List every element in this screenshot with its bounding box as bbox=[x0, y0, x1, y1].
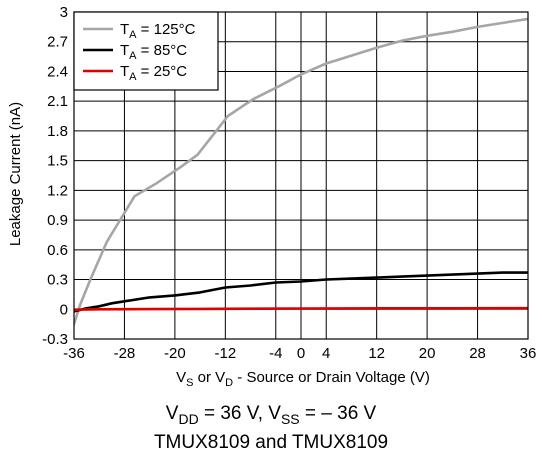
y-tick-label: 0 bbox=[60, 301, 68, 318]
y-tick-label: -0.3 bbox=[42, 331, 68, 348]
plot-border bbox=[73, 11, 529, 340]
series-group bbox=[74, 17, 528, 328]
x-axis-label: VS or VD - Source or Drain Voltage (V) bbox=[176, 369, 430, 389]
y-tick-label: 1.2 bbox=[47, 182, 68, 199]
caption-device-names: TMUX8109 and TMUX8109 bbox=[153, 432, 389, 453]
x-tick-label: 0 bbox=[297, 345, 305, 362]
y-tick-label: 2.1 bbox=[47, 93, 68, 110]
y-axis-label: Leakage Current (nA) bbox=[7, 102, 24, 246]
x-tick-label: -20 bbox=[164, 345, 186, 362]
x-tick-label: 4 bbox=[322, 345, 330, 362]
y-tick-label: 2.4 bbox=[47, 63, 68, 80]
plot-frame bbox=[73, 11, 529, 340]
series-line-85CC bbox=[74, 271, 528, 313]
y-axis-ticks: -0.3 0 0.3 0.6 0.9 1.2 1.5 1.8 2.1 2.4 2.7 3 bbox=[42, 4, 68, 348]
legend: TA = 125°CTA = 85°CTA = 25°C bbox=[73, 11, 219, 91]
y-tick-label: 3 bbox=[60, 4, 68, 21]
y-tick-label: 0.3 bbox=[47, 272, 68, 289]
y-tick-label: 1.5 bbox=[47, 153, 68, 170]
leakage-current-chart: -36 -28 -20 -12 -4 0 4 12 20 28 36 -0.300.30.60.91… bbox=[7, 4, 536, 389]
x-tick-label: 36 bbox=[520, 345, 537, 362]
legend-label-85CC: TA = 85°C bbox=[120, 42, 187, 62]
caption-supply-voltages: VDD = 36 V, VSS = – 36 V bbox=[165, 403, 377, 427]
x-tick-label: 12 bbox=[368, 345, 385, 362]
x-tick-label: 20 bbox=[419, 345, 436, 362]
grid bbox=[74, 12, 528, 339]
x-tick-label: -28 bbox=[114, 345, 136, 362]
series-line-125CC bbox=[74, 17, 528, 328]
x-tick-label: -36 bbox=[63, 345, 85, 362]
legend-label-125CC: TA = 125°C bbox=[120, 21, 196, 41]
y-tick-label: 1.8 bbox=[47, 123, 68, 140]
y-tick-label: 0.6 bbox=[47, 242, 68, 259]
legend-label-25CC: TA = 25°C bbox=[120, 63, 187, 83]
x-axis-ticks: -36 -28 -20 -12 -4 0 4 12 20 28 36 bbox=[63, 345, 536, 362]
y-tick-label: 0.9 bbox=[47, 212, 68, 229]
x-tick-label: -4 bbox=[269, 345, 282, 362]
x-tick-label: -12 bbox=[214, 345, 236, 362]
series-line-25CC bbox=[74, 306, 528, 312]
y-tick-label: 2.7 bbox=[47, 34, 68, 51]
x-tick-label: 28 bbox=[469, 345, 486, 362]
